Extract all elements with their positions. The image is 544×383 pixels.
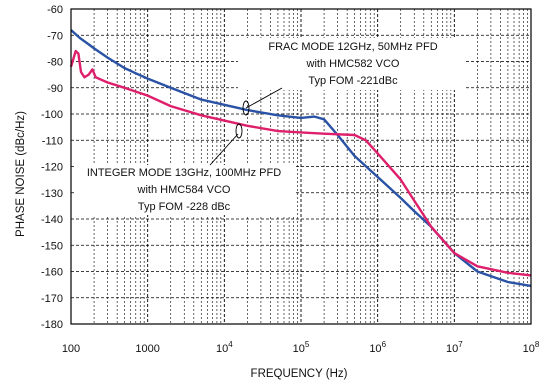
x-tick-label: 1000 bbox=[135, 343, 159, 355]
y-tick-label: -150 bbox=[41, 240, 63, 252]
y-tick-label: -110 bbox=[42, 135, 63, 147]
series-line-integer-mode bbox=[69, 49, 532, 277]
x-tick-label: 104 bbox=[216, 340, 233, 355]
annotation-frac-line1: FRAC MODE 12GHz, 50MHz PFD bbox=[268, 41, 437, 53]
y-tick-label: -170 bbox=[41, 293, 63, 305]
annotation-frac-mode: FRAC MODE 12GHz, 50MHz PFD with HMC582 V… bbox=[238, 38, 464, 90]
y-tick-label: -90 bbox=[47, 83, 63, 95]
annotation-integer-line1: INTEGER MODE 13GHz, 100MHz PFD bbox=[87, 167, 281, 179]
y-tick-label: -120 bbox=[41, 162, 63, 174]
leader-line-integer bbox=[209, 133, 239, 166]
series-line-frac-mode bbox=[70, 29, 532, 288]
annotation-frac-line3: Typ FOM -221dBc bbox=[308, 75, 398, 87]
y-tick-label: -130 bbox=[41, 188, 63, 200]
x-tick-label: 105 bbox=[293, 340, 310, 355]
x-tick-label: 107 bbox=[446, 340, 463, 355]
y-axis-label: PHASE NOISE (dBc/Hz) bbox=[15, 111, 27, 237]
x-tick-label: 108 bbox=[523, 340, 540, 355]
y-tick-label: -160 bbox=[41, 267, 63, 279]
x-axis-label: FREQUENCY (Hz) bbox=[251, 368, 348, 380]
annotation-integer-line3: Typ FOM -228 dBc bbox=[138, 201, 231, 213]
marker-ellipse-integer bbox=[235, 123, 243, 139]
y-tick-label: -100 bbox=[41, 109, 63, 121]
x-tick-label: 100 bbox=[62, 343, 80, 355]
leader-line-frac bbox=[245, 87, 283, 109]
y-tick-label: -180 bbox=[41, 319, 63, 331]
x-tick-labels: 100 1000 104 105 106 107 108 bbox=[62, 340, 540, 355]
y-tick-label: -80 bbox=[47, 57, 63, 69]
series-lines bbox=[69, 29, 532, 288]
y-tick-label: -60 bbox=[47, 4, 63, 16]
marker-ellipse-frac bbox=[242, 100, 250, 116]
y-tick-label: -140 bbox=[41, 214, 63, 226]
y-tick-labels: -60 -70 -80 -90 -100 -110 -120 -130 -140 -150 -160… bbox=[41, 4, 63, 331]
annotation-integer-line2: with HMC584 VCO bbox=[137, 184, 231, 196]
x-tick-label: 106 bbox=[369, 340, 386, 355]
y-tick-label: -70 bbox=[47, 30, 63, 42]
plot-frame bbox=[70, 8, 532, 325]
annotation-frac-line2: with HMC582 VCO bbox=[306, 58, 400, 70]
annotation-integer-mode: INTEGER MODE 13GHz, 100MHz PFD with HMC5… bbox=[74, 165, 294, 215]
